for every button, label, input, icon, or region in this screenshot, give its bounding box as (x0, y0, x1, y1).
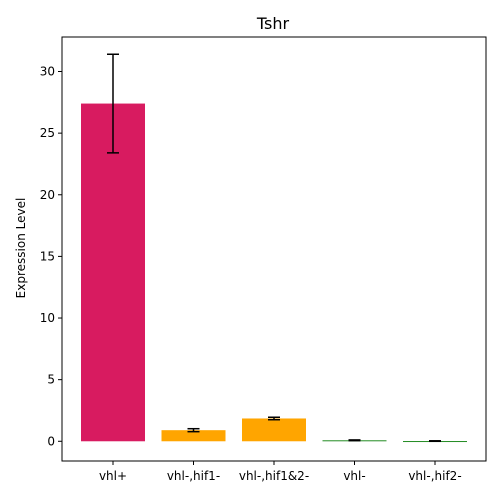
y-tick-label-3: 15 (40, 249, 55, 263)
x-tick-label-0: vhl+ (99, 469, 127, 483)
error-bar-3 (349, 440, 361, 441)
x-tick-label-1: vhl-,hif1- (167, 469, 220, 483)
y-axis-label: Expression Level (14, 198, 28, 299)
x-tick-label-3: vhl- (343, 469, 365, 483)
bar-0 (81, 104, 145, 442)
x-tick-label-4: vhl-,hif2- (408, 469, 461, 483)
x-tick-label-2: vhl-,hif1&2- (239, 469, 309, 483)
y-tick-label-0: 0 (47, 434, 55, 448)
bar-2 (242, 418, 306, 441)
bars-layer (81, 104, 467, 442)
chart-title: Tshr (256, 14, 290, 33)
y-tick-label-6: 30 (40, 65, 55, 79)
y-tick-label-4: 20 (40, 188, 55, 202)
y-tick-label-5: 25 (40, 126, 55, 140)
y-tick-label-1: 5 (47, 373, 55, 387)
error-bars-layer (107, 54, 441, 441)
y-tick-label-2: 10 (40, 311, 55, 325)
